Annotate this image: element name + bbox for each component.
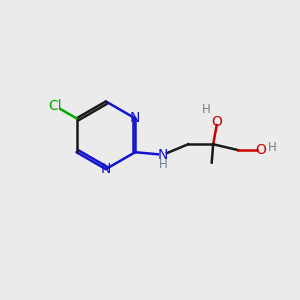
Text: O: O xyxy=(211,115,222,129)
Text: O: O xyxy=(255,143,266,157)
Text: H: H xyxy=(268,141,276,154)
Text: H: H xyxy=(202,103,211,116)
Text: H: H xyxy=(159,158,168,171)
Text: N: N xyxy=(158,148,168,162)
Text: Cl: Cl xyxy=(48,99,61,113)
Text: N: N xyxy=(130,111,140,125)
Text: N: N xyxy=(100,162,111,176)
